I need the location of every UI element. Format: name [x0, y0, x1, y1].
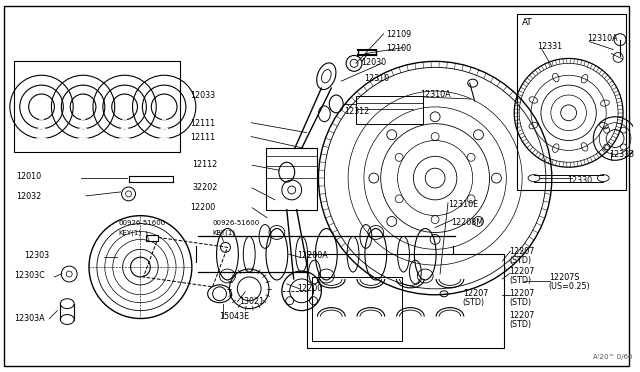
Text: 12200: 12200 — [297, 284, 322, 293]
Bar — [14, 61, 180, 153]
Text: 12111: 12111 — [191, 132, 216, 142]
Text: 32202: 32202 — [192, 183, 218, 192]
Text: 12331: 12331 — [537, 42, 562, 51]
Text: 12207S: 12207S — [549, 273, 579, 282]
Text: 12200: 12200 — [190, 203, 216, 212]
Text: 15043E: 15043E — [220, 312, 250, 321]
Text: (STD): (STD) — [509, 276, 531, 285]
Text: 12303: 12303 — [24, 251, 49, 260]
Text: 12312: 12312 — [344, 107, 369, 116]
Text: (US=0.25): (US=0.25) — [549, 282, 591, 291]
Text: KEY(1): KEY(1) — [118, 230, 142, 236]
Text: (STD): (STD) — [509, 320, 531, 328]
Text: 12109: 12109 — [386, 30, 411, 39]
Text: 12208M: 12208M — [451, 218, 483, 227]
Text: 12033: 12033 — [190, 91, 215, 100]
Text: 12111: 12111 — [191, 119, 216, 128]
Text: KEY(1): KEY(1) — [212, 230, 236, 236]
Bar — [147, 235, 158, 241]
Text: 12207: 12207 — [509, 289, 534, 298]
Text: 12207: 12207 — [509, 267, 534, 276]
Text: 12310: 12310 — [364, 74, 389, 83]
Bar — [266, 148, 317, 210]
Text: 12030: 12030 — [361, 58, 386, 67]
Bar — [307, 254, 504, 348]
Text: 12303C: 12303C — [14, 271, 45, 280]
Text: 12310E: 12310E — [448, 200, 478, 209]
Text: 12200A: 12200A — [297, 251, 328, 260]
Text: 12032: 12032 — [16, 192, 42, 201]
Text: 12207: 12207 — [509, 247, 534, 256]
Bar — [356, 96, 423, 124]
Text: A'20^ 0/60: A'20^ 0/60 — [593, 354, 633, 360]
Bar — [312, 277, 403, 341]
Text: 00926-51600: 00926-51600 — [212, 219, 260, 226]
Text: 12207: 12207 — [463, 289, 488, 298]
Text: 12303A: 12303A — [14, 314, 44, 323]
Text: 13021: 13021 — [239, 297, 264, 306]
Text: 12207: 12207 — [509, 311, 534, 320]
Bar — [517, 14, 626, 190]
Text: 12333: 12333 — [609, 150, 634, 159]
Text: 12310A: 12310A — [588, 34, 618, 43]
Text: (STD): (STD) — [463, 298, 485, 307]
Text: 12330: 12330 — [568, 176, 593, 185]
Text: (STD): (STD) — [509, 256, 531, 265]
Text: 12010: 12010 — [17, 172, 42, 181]
Text: (STD): (STD) — [509, 298, 531, 307]
Text: 12112: 12112 — [192, 160, 218, 169]
Text: 00926-51600: 00926-51600 — [118, 219, 166, 226]
Text: AT: AT — [522, 18, 533, 27]
Text: 12310A: 12310A — [420, 90, 451, 99]
Text: 12100: 12100 — [386, 44, 411, 52]
